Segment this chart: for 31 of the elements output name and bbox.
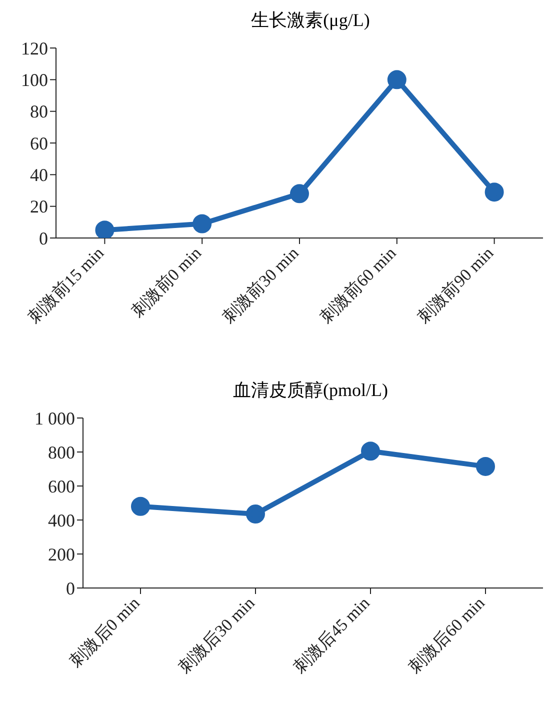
point: [484, 182, 504, 202]
point: [131, 496, 150, 516]
point: [290, 184, 309, 204]
y-tick-label: 100: [21, 70, 48, 90]
x-tick-label: 刺激前90 min: [414, 243, 498, 327]
y-tick-label: 400: [48, 510, 75, 530]
y-tick-label: 800: [48, 442, 75, 462]
y-tick-label: 20: [30, 196, 48, 217]
point: [246, 504, 265, 524]
y-tick-label: 0: [66, 578, 75, 598]
x-tick-label: 刺激前0 min: [128, 243, 206, 321]
y-tick-label: 0: [39, 228, 48, 248]
point: [476, 456, 495, 476]
x-tick-label: 刺激前60 min: [316, 243, 400, 327]
y-tick-label: 40: [30, 165, 48, 186]
y-tick-label: 60: [30, 133, 48, 154]
chart-title: 生长激素(μg/L): [250, 9, 371, 32]
point: [95, 220, 114, 238]
y-tick-label: 80: [30, 102, 48, 122]
x-tick-label: 刺激前30 min: [219, 243, 303, 327]
x-tick-label: 刺激后60 min: [405, 593, 489, 677]
point: [361, 442, 380, 461]
y-tick-label: 1 000: [34, 408, 75, 428]
point: [387, 70, 406, 90]
y-tick-label: 200: [48, 544, 75, 564]
point: [192, 214, 212, 234]
x-tick-label: 刺激后30 min: [175, 593, 259, 677]
chart-title: 血清皮质醇(pmol/L): [232, 379, 389, 402]
y-tick-label: 600: [48, 476, 75, 496]
x-tick-label: 刺激后45 min: [290, 593, 374, 677]
y-tick-label: 120: [21, 38, 48, 58]
